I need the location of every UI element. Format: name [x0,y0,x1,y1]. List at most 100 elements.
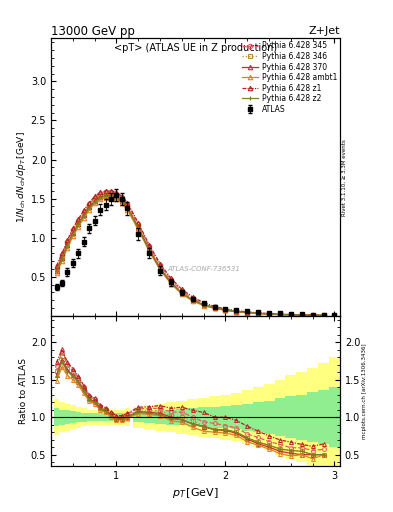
Pythia 6.428 ambt1 [180,291,184,297]
Pythia 6.428 370 [158,265,162,271]
Pythia 6.428 346 [103,191,108,197]
Pythia 6.428 z1 [299,312,304,318]
Pythia 6.428 370 [201,302,206,308]
Pythia 6.428 370 [136,224,141,230]
Pythia 6.428 345 [234,308,239,314]
Pythia 6.428 ambt1 [191,298,195,304]
Pythia 6.428 345 [310,312,315,318]
Pythia 6.428 z2 [158,266,162,272]
Pythia 6.428 370 [223,307,228,313]
Pythia 6.428 z2 [70,231,75,237]
Pythia 6.428 345 [321,312,326,318]
Pythia 6.428 345 [54,264,59,270]
Pythia 6.428 345 [87,201,92,207]
Pythia 6.428 346 [65,240,70,246]
Pythia 6.428 z1 [98,189,103,196]
Pythia 6.428 346 [321,312,326,318]
Pythia 6.428 ambt1 [223,307,228,313]
Pythia 6.428 345 [103,189,108,196]
Pythia 6.428 346 [234,308,239,314]
Pythia 6.428 ambt1 [92,200,97,206]
Pythia 6.428 370 [70,230,75,236]
Pythia 6.428 z2 [299,312,304,318]
Pythia 6.428 345 [191,295,195,302]
Pythia 6.428 346 [201,302,206,308]
Legend: Pythia 6.428 345, Pythia 6.428 346, Pythia 6.428 370, Pythia 6.428 ambt1, Pythia: Pythia 6.428 345, Pythia 6.428 346, Pyth… [240,40,338,115]
Pythia 6.428 z1 [212,304,217,310]
Pythia 6.428 ambt1 [288,312,293,318]
Pythia 6.428 345 [136,221,141,227]
Pythia 6.428 346 [288,312,293,318]
Pythia 6.428 ambt1 [299,312,304,318]
Pythia 6.428 z2 [223,307,228,313]
Pythia 6.428 z2 [114,195,119,201]
Pythia 6.428 346 [81,210,86,217]
Pythia 6.428 z2 [212,305,217,311]
Pythia 6.428 345 [169,277,173,283]
Y-axis label: mcplots.cern.ch [arXiv:1306.3436]: mcplots.cern.ch [arXiv:1306.3436] [362,343,367,439]
Pythia 6.428 z2 [191,297,195,303]
Pythia 6.428 370 [114,194,119,200]
Pythia 6.428 z1 [125,200,130,206]
Pythia 6.428 z2 [310,312,315,318]
Pythia 6.428 345 [299,312,304,318]
Pythia 6.428 z2 [169,280,173,286]
Pythia 6.428 z2 [245,310,250,316]
Pythia 6.428 z1 [81,207,86,214]
Pythia 6.428 346 [109,191,114,197]
Pythia 6.428 ambt1 [321,312,326,318]
Pythia 6.428 z1 [256,310,261,316]
Pythia 6.428 z1 [109,188,114,194]
Pythia 6.428 346 [136,223,141,229]
Pythia 6.428 345 [60,252,64,258]
Pythia 6.428 z2 [98,195,103,201]
Pythia 6.428 z1 [76,216,81,222]
Pythia 6.428 ambt1 [54,270,59,276]
Pythia 6.428 345 [119,195,124,201]
Pythia 6.428 370 [119,198,124,204]
Pythia 6.428 345 [256,310,261,316]
Pythia 6.428 346 [114,193,119,199]
Pythia 6.428 346 [299,312,304,318]
Pythia 6.428 z1 [65,237,70,243]
Pythia 6.428 345 [288,312,293,318]
Pythia 6.428 346 [245,310,250,316]
Pythia 6.428 346 [191,296,195,303]
Pythia 6.428 346 [125,203,130,209]
Pythia 6.428 ambt1 [267,311,272,317]
Pythia 6.428 346 [54,266,59,272]
Pythia 6.428 ambt1 [125,206,130,212]
Pythia 6.428 z1 [119,193,124,199]
Pythia 6.428 ambt1 [60,258,64,264]
Line: Pythia 6.428 370: Pythia 6.428 370 [54,194,326,317]
Text: Z+Jet: Z+Jet [309,26,340,36]
Pythia 6.428 345 [147,243,152,249]
Pythia 6.428 370 [310,312,315,318]
Pythia 6.428 z1 [87,200,92,206]
Pythia 6.428 345 [109,189,114,196]
Pythia 6.428 ambt1 [310,312,315,318]
Pythia 6.428 346 [98,193,103,199]
Pythia 6.428 370 [60,255,64,261]
Pythia 6.428 370 [180,290,184,296]
Line: Pythia 6.428 z2: Pythia 6.428 z2 [54,194,326,317]
Pythia 6.428 z2 [321,312,326,318]
Text: <pT> (ATLAS UE in Z production): <pT> (ATLAS UE in Z production) [114,42,277,53]
Pythia 6.428 370 [76,221,81,227]
Pythia 6.428 346 [119,197,124,203]
Pythia 6.428 ambt1 [158,267,162,273]
Pythia 6.428 370 [277,311,282,317]
Pythia 6.428 z2 [125,205,130,211]
Pythia 6.428 345 [245,309,250,315]
Pythia 6.428 345 [223,307,228,313]
Pythia 6.428 345 [125,201,130,207]
Pythia 6.428 ambt1 [103,195,108,201]
Pythia 6.428 z2 [277,311,282,317]
Pythia 6.428 z2 [54,268,59,274]
Pythia 6.428 ambt1 [201,303,206,309]
Pythia 6.428 370 [109,193,114,199]
Pythia 6.428 z2 [267,311,272,317]
Pythia 6.428 345 [92,195,97,201]
Pythia 6.428 z2 [109,193,114,199]
Pythia 6.428 346 [267,311,272,317]
